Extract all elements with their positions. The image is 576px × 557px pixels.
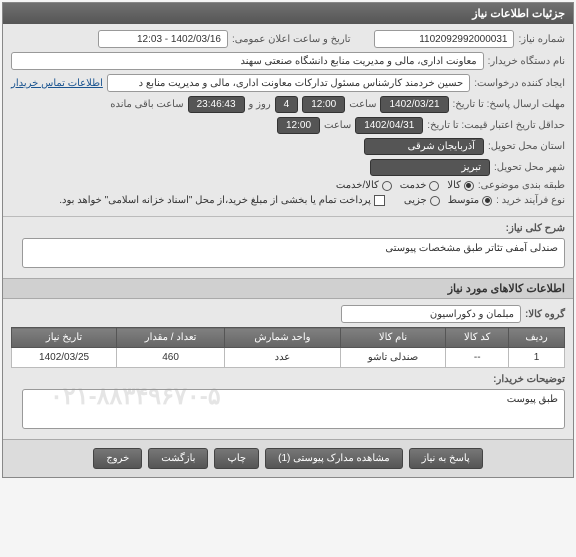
info-section: شماره نیاز: 1102092992000031 تاریخ و ساع…: [3, 24, 573, 216]
validity-date: 1402/04/31: [355, 117, 423, 134]
radio-both[interactable]: کالا/خدمت: [336, 180, 392, 191]
col-code: کد کالا: [446, 328, 509, 348]
back-button[interactable]: بازگشت: [148, 448, 208, 469]
buyer-label: نام دستگاه خریدار:: [488, 56, 565, 67]
purchase-type-group: متوسط جزیی: [404, 195, 492, 206]
col-unit: واحد شمارش: [225, 328, 341, 348]
goods-table: ردیف کد کالا نام کالا واحد شمارش تعداد /…: [11, 327, 565, 368]
payment-checkbox[interactable]: پرداخت تمام یا بخشی از مبلغ خرید،از محل …: [59, 195, 385, 206]
deadline-time: 12:00: [302, 96, 345, 113]
col-date: تاریخ نیاز: [12, 328, 117, 348]
purchase-type-label: نوع فرآیند خرید :: [496, 195, 565, 206]
table-row: 1 -- صندلی تاشو عدد 460 1402/03/25: [12, 348, 565, 368]
button-bar: پاسخ به نیاز مشاهده مدارک پیوستی (1) چاپ…: [3, 439, 573, 477]
buyer-field: معاونت اداری، مالی و مدیریت منابع دانشگا…: [11, 52, 484, 70]
city-field: تبریز: [370, 159, 490, 176]
category-radio-group: کالا خدمت کالا/خدمت: [336, 180, 474, 191]
buyer-notes-text: طبق پیوست: [22, 389, 565, 429]
remain-label: ساعت باقی مانده: [110, 99, 183, 110]
deadline-date: 1402/03/21: [380, 96, 448, 113]
radio-service[interactable]: خدمت: [400, 180, 440, 191]
group-value: مبلمان و دکوراسیون: [341, 305, 521, 323]
attachments-button[interactable]: مشاهده مدارک پیوستی (1): [265, 448, 403, 469]
saat-label-2: ساعت: [324, 120, 351, 131]
radio-medium[interactable]: متوسط: [448, 195, 492, 206]
desc-text: صندلی آمفی تئاتر طبق مشخصات پیوستی: [22, 238, 565, 268]
panel-title: جزئیات اطلاعات نیاز: [3, 3, 573, 24]
radio-partial[interactable]: جزیی: [404, 195, 440, 206]
col-name: نام کالا: [340, 328, 445, 348]
contact-link[interactable]: اطلاعات تماس خریدار: [11, 78, 103, 89]
city-label: شهر محل تحویل:: [494, 162, 565, 173]
creator-field: حسین خردمند کارشناس مسئول تدارکات معاونت…: [107, 74, 470, 92]
respond-button[interactable]: پاسخ به نیاز: [409, 448, 483, 469]
req-no-label: شماره نیاز:: [518, 34, 565, 45]
req-no-field: 1102092992000031: [374, 30, 514, 48]
deadline-label: مهلت ارسال پاسخ: تا تاریخ:: [453, 99, 565, 110]
time-remain: 23:46:43: [188, 96, 245, 113]
province-field: آذربایجان شرقی: [364, 138, 484, 155]
validity-label: حداقل تاریخ اعتبار قیمت: تا تاریخ:: [427, 120, 565, 131]
print-button[interactable]: چاپ: [214, 448, 259, 469]
col-row: ردیف: [509, 328, 565, 348]
exit-button[interactable]: خروج: [93, 448, 142, 469]
days-remain: 4: [275, 96, 299, 113]
main-panel: جزئیات اطلاعات نیاز شماره نیاز: 11020929…: [2, 2, 574, 478]
col-qty: تعداد / مقدار: [117, 328, 225, 348]
creator-label: ایجاد کننده درخواست:: [474, 78, 565, 89]
table-header-row: ردیف کد کالا نام کالا واحد شمارش تعداد /…: [12, 328, 565, 348]
province-label: استان محل تحویل:: [488, 141, 565, 152]
announce-field: 1402/03/16 - 12:03: [98, 30, 228, 48]
goods-section-title: اطلاعات کالاهای مورد نیاز: [3, 278, 573, 299]
rooz-va: روز و: [249, 99, 271, 110]
group-label: گروه کالا:: [525, 309, 565, 320]
announce-label: تاریخ و ساعت اعلان عمومی:: [232, 34, 351, 45]
desc-label: شرح کلی نیاز:: [506, 223, 565, 234]
radio-goods[interactable]: کالا: [447, 180, 474, 191]
category-label: طبقه بندی موضوعی:: [478, 180, 565, 191]
validity-time: 12:00: [277, 117, 320, 134]
saat-label-1: ساعت: [349, 99, 376, 110]
buyer-notes-label: توضیحات خریدار:: [493, 374, 565, 385]
